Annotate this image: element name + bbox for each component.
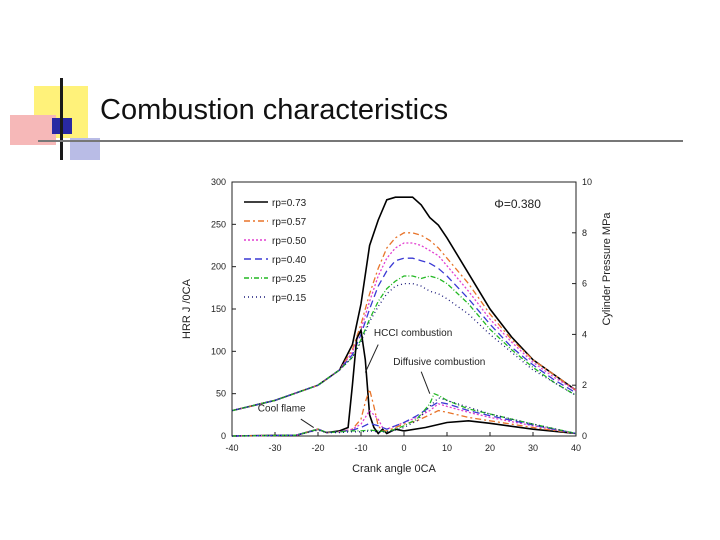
pressure-line-rp=0.73: [231, 196, 577, 412]
y-left-tick-label: 0: [221, 431, 226, 441]
pressure-line-rp=0.50: [231, 242, 577, 412]
y-right-tick-label: 6: [582, 279, 587, 289]
legend-label: rp=0.40: [272, 255, 307, 266]
annotation-cool-flame: Cool flame: [258, 403, 306, 414]
x-tick-label: -30: [268, 443, 281, 453]
legend-label: rp=0.50: [272, 236, 307, 247]
annotation-diffusive: Diffusive combustion: [393, 357, 485, 368]
hrr-line-rp=0.40: [231, 401, 577, 437]
y-right-tick-label: 2: [582, 380, 587, 390]
annotation-hcci-arrow: [364, 344, 379, 373]
x-tick-label: 30: [528, 443, 538, 453]
y-left-tick-label: 100: [211, 346, 226, 356]
y-right-tick-label: 10: [582, 177, 592, 187]
y-left-tick-label: 250: [211, 219, 226, 229]
annotation-diffusive-arrow: [420, 371, 431, 394]
x-tick-label: 0: [401, 443, 406, 453]
hrr-line-rp=0.25: [231, 392, 577, 437]
x-tick-label: 20: [485, 443, 495, 453]
pressure-line-rp=0.40: [231, 257, 577, 412]
hrr-line-rp=0.15: [231, 397, 577, 437]
legend-label: rp=0.25: [272, 274, 307, 285]
y-left-tick-label: 300: [211, 177, 226, 187]
phi-label: Φ=0.380: [494, 197, 541, 211]
decor-vertical-line: [60, 78, 63, 160]
slide-title: Combustion characteristics: [100, 94, 449, 126]
hrr-line-rp=0.73: [231, 327, 577, 437]
x-tick-label: -20: [311, 443, 324, 453]
y-right-tick-label: 4: [582, 329, 587, 339]
decor-lavender-square: [70, 138, 100, 160]
legend-label: rp=0.57: [272, 217, 307, 228]
y-left-tick-label: 50: [216, 389, 226, 399]
y-left-tick-label: 150: [211, 304, 226, 314]
combustion-chart: -40 -30 -20 -10 0 10 20 30 400501001502002503000…: [181, 177, 613, 475]
x-tick-label: 10: [442, 443, 452, 453]
x-tick-label: -40: [225, 443, 238, 453]
annotation-cool-flame-arrow: [300, 418, 314, 428]
legend-label: rp=0.73: [272, 198, 307, 209]
y-right-tick-label: 8: [582, 228, 587, 238]
y-right-axis-label: Cylinder Pressure MPa: [601, 212, 613, 326]
x-tick-label: -10: [354, 443, 367, 453]
legend-label: rp=0.15: [272, 293, 307, 304]
y-left-axis-label: HRR J /0CA: [181, 278, 193, 339]
y-left-tick-label: 200: [211, 262, 226, 272]
pressure-line-rp=0.57: [231, 232, 577, 412]
annotation-hcci: HCCI combustion: [374, 328, 452, 339]
y-right-tick-label: 0: [582, 431, 587, 441]
x-tick-label: 40: [571, 443, 581, 453]
title-underline: [38, 140, 683, 142]
x-axis-label: Crank angle 0CA: [352, 463, 436, 475]
